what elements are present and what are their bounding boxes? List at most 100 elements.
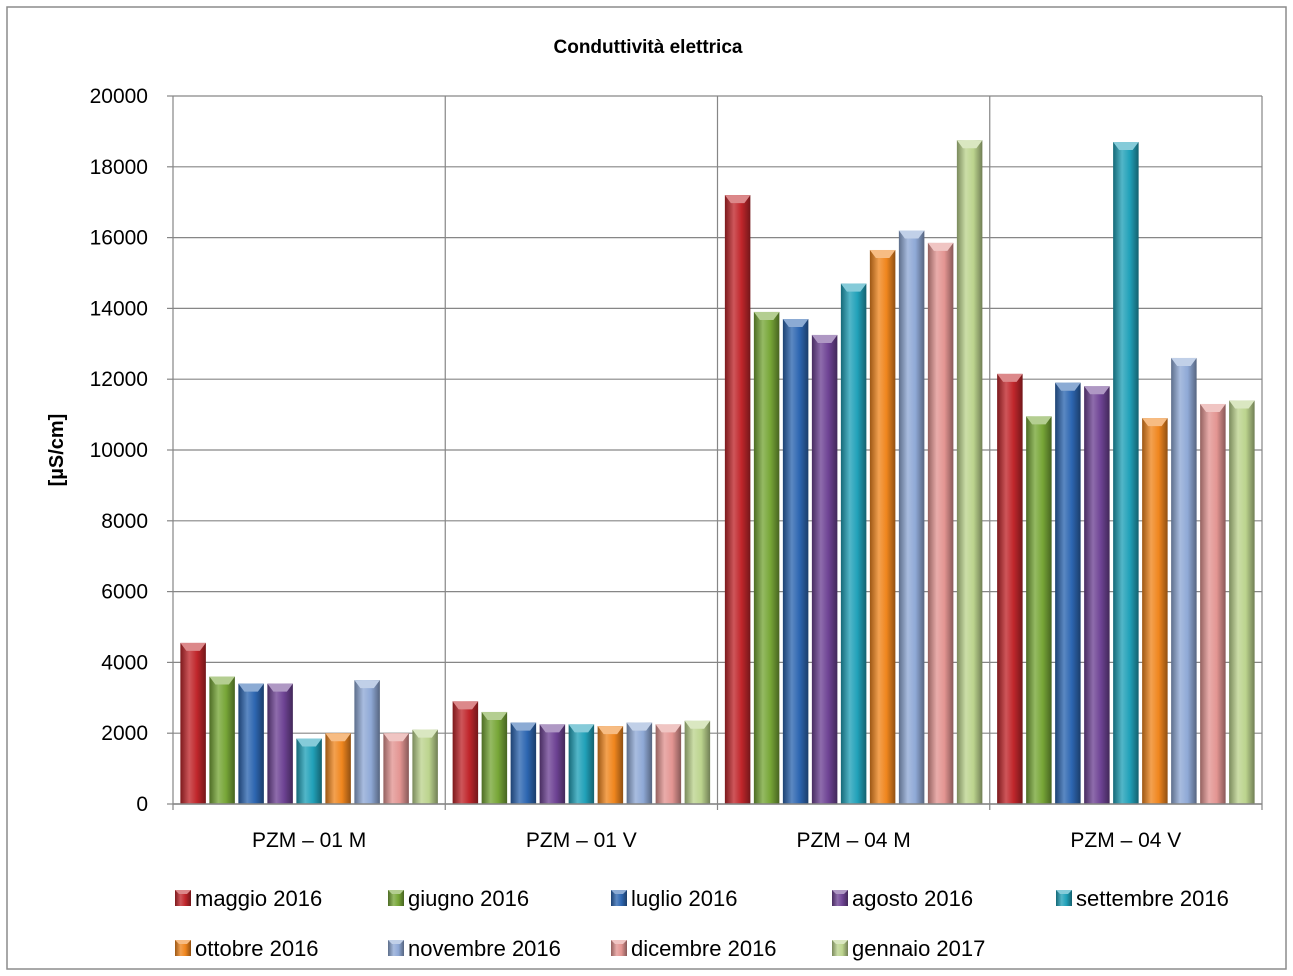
- legend-label: agosto 2016: [852, 886, 973, 911]
- bar-body: [753, 311, 780, 804]
- bar-body: [1229, 400, 1255, 804]
- bar: [655, 724, 682, 804]
- bar-cap: [1142, 418, 1168, 427]
- bar: [1113, 142, 1139, 804]
- bar: [626, 722, 653, 804]
- y-tick-label: 18000: [90, 156, 148, 179]
- bar-cap: [626, 722, 653, 731]
- bar-cap: [1084, 386, 1110, 395]
- x-tick-label: PZM – 04 M: [796, 829, 910, 852]
- bar-body: [1142, 418, 1168, 804]
- bar: [898, 230, 925, 804]
- bar-cap: [296, 738, 322, 747]
- bar: [927, 242, 954, 804]
- x-tick-label: PZM – 01 V: [526, 829, 637, 852]
- legend-swatch-cap: [388, 890, 404, 894]
- bar-cap: [1026, 416, 1052, 425]
- bar-cap: [724, 195, 751, 204]
- legend-item: dicembre 2016: [611, 936, 777, 961]
- bar-cap: [997, 373, 1023, 382]
- y-tick-label: 14000: [90, 297, 148, 320]
- bar-cap: [510, 722, 537, 731]
- bar-body: [626, 722, 653, 804]
- legend-item: luglio 2016: [611, 886, 737, 911]
- bar: [180, 642, 206, 804]
- bar-body: [684, 720, 711, 804]
- bar-cap: [325, 733, 351, 742]
- bar: [869, 249, 896, 805]
- bar-body: [209, 676, 235, 804]
- bar-body: [1200, 403, 1226, 804]
- bar-body: [811, 334, 838, 804]
- bar: [1055, 382, 1081, 804]
- bar: [1171, 357, 1197, 804]
- legend-label: giugno 2016: [408, 886, 529, 911]
- bar: [1026, 416, 1052, 804]
- y-tick-label: 20000: [90, 85, 148, 108]
- bar: [840, 283, 867, 804]
- legend-item: gennaio 2017: [832, 936, 985, 961]
- bar-body: [412, 729, 438, 804]
- bar: [510, 722, 537, 804]
- bar: [412, 729, 438, 804]
- legend-label: gennaio 2017: [852, 936, 985, 961]
- y-tick-label: 16000: [90, 227, 148, 250]
- bar-cap: [840, 283, 867, 292]
- chart-title: Conduttività elettrica: [554, 37, 743, 58]
- bar: [753, 311, 780, 804]
- bar: [539, 724, 566, 804]
- bar-cap: [238, 683, 264, 692]
- legend: maggio 2016 giugno 2016 luglio 2016 agosto …: [175, 886, 1229, 961]
- bar-body: [997, 373, 1023, 804]
- bar-body: [510, 722, 537, 804]
- bar-body: [898, 230, 925, 804]
- legend-label: novembre 2016: [408, 936, 561, 961]
- bar-cap: [655, 724, 682, 733]
- bar-cap: [956, 140, 983, 149]
- bar-cap: [684, 720, 711, 729]
- x-tick-label: PZM – 04 V: [1070, 829, 1181, 852]
- bar: [568, 724, 595, 804]
- bar: [383, 733, 409, 804]
- bar-cap: [1055, 382, 1081, 391]
- bar-body: [655, 724, 682, 804]
- bar-cap: [209, 676, 235, 685]
- legend-item: settembre 2016: [1056, 886, 1229, 911]
- bar-body: [840, 283, 867, 804]
- bar-body: [452, 701, 479, 804]
- bar-cap: [1229, 400, 1255, 409]
- bar: [267, 683, 293, 804]
- y-tick-label: 10000: [90, 439, 148, 462]
- bar-cap: [267, 683, 293, 692]
- bar-body: [1026, 416, 1052, 804]
- legend-item: agosto 2016: [832, 886, 973, 911]
- bar: [1142, 418, 1168, 804]
- axis-layer: 0 2000 4000 6000 8000 10000 12000 14000 16000 180…: [90, 85, 1262, 852]
- legend-item: maggio 2016: [175, 886, 322, 911]
- bar-cap: [452, 701, 479, 710]
- bar: [1200, 403, 1226, 804]
- bar-cap: [412, 729, 438, 738]
- legend-swatch-cap: [1056, 890, 1072, 894]
- bar-body: [267, 683, 293, 804]
- bar: [684, 720, 711, 804]
- bar-cap: [1171, 357, 1197, 366]
- bar-body: [296, 738, 322, 804]
- y-tick-label: 6000: [101, 581, 148, 604]
- bars-layer: [180, 140, 1255, 805]
- bar: [238, 683, 264, 804]
- bar-cap: [568, 724, 595, 733]
- bar-cap: [1200, 403, 1226, 412]
- bar: [354, 680, 380, 804]
- bar-body: [180, 642, 206, 804]
- bar: [956, 140, 983, 804]
- bar: [997, 373, 1023, 804]
- legend-label: settembre 2016: [1076, 886, 1229, 911]
- y-tick-label: 8000: [101, 510, 148, 533]
- bar-body: [539, 724, 566, 804]
- bar-cap: [869, 249, 896, 258]
- bar: [481, 711, 508, 804]
- legend-swatch-cap: [175, 890, 191, 894]
